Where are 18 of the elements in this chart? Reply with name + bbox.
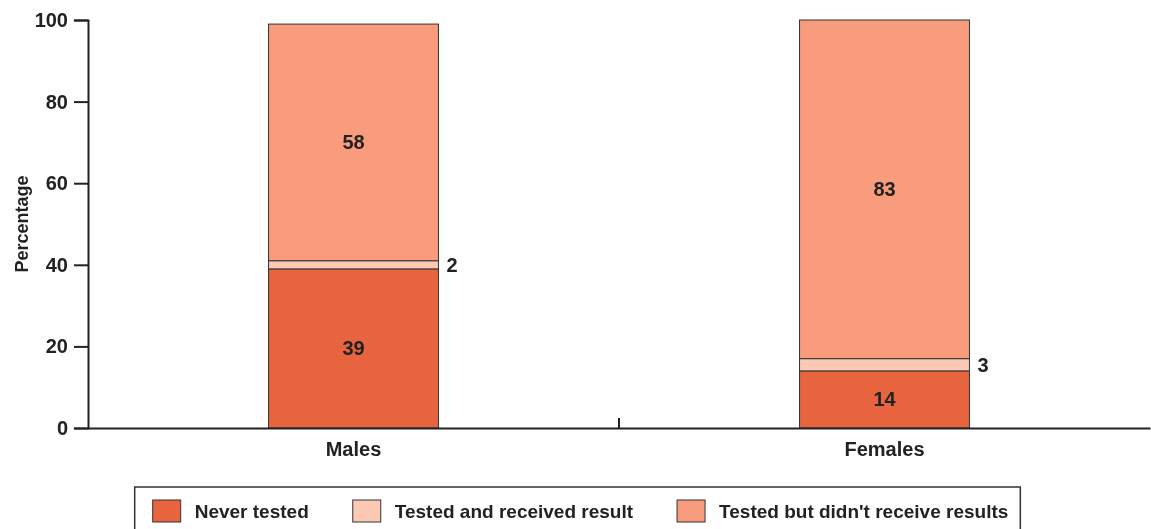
x-tick-label: Males (325, 438, 382, 461)
y-tick-label: 0 (56, 416, 68, 439)
data-label: 14 (873, 388, 897, 411)
y-tick-label: 20 (45, 335, 68, 358)
data-label: 83 (873, 178, 896, 201)
data-label: 39 (342, 337, 365, 360)
data-label: 2 (446, 253, 458, 276)
y-tick-label: 80 (45, 90, 68, 113)
y-axis-title: Percentage (12, 175, 32, 273)
legend-label: Never tested (194, 500, 309, 522)
y-tick-label: 100 (34, 8, 68, 31)
x-tick-label: Females (844, 438, 925, 461)
legend-label: Tested and received result (394, 500, 634, 522)
data-label: 3 (977, 353, 989, 376)
data-label: 58 (342, 131, 365, 154)
legend-label: Tested but didn't receive results (719, 500, 1009, 522)
y-tick-label: 40 (45, 253, 68, 276)
y-tick-label: 60 (45, 172, 68, 195)
